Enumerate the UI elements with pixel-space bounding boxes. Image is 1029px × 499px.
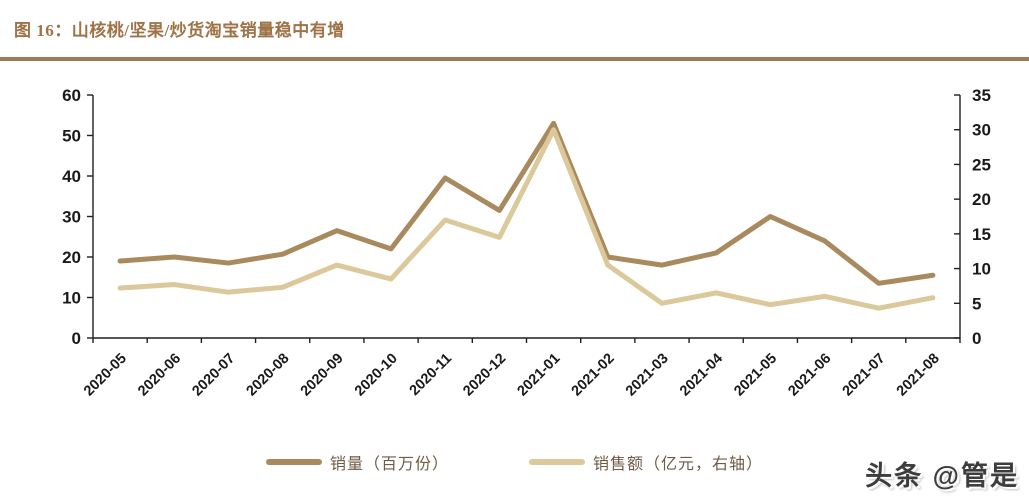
y-axis-right-label: 25 — [972, 155, 991, 174]
y-axis-right-label: 30 — [972, 121, 991, 140]
x-axis-label: 2021-08 — [894, 351, 943, 400]
y-axis-left-label: 0 — [72, 329, 81, 348]
x-axis-label: 2020-11 — [407, 351, 455, 399]
y-axis-left-label: 60 — [62, 86, 81, 105]
y-axis-right-label: 10 — [972, 260, 991, 279]
x-axis-label: 2020-06 — [135, 351, 184, 400]
x-axis-label: 2021-03 — [623, 351, 672, 400]
x-axis-label: 2021-07 — [840, 351, 889, 400]
volume-line-swatch-icon — [265, 459, 322, 465]
x-axis-label: 2021-05 — [731, 351, 780, 400]
y-axis-left-label: 50 — [62, 127, 81, 146]
y-axis-left-label: 40 — [62, 167, 81, 186]
y-axis-left-label: 30 — [62, 208, 81, 227]
x-axis-label: 2021-01 — [514, 351, 563, 400]
y-axis-right-label: 20 — [972, 190, 991, 209]
y-axis-right-label: 0 — [972, 329, 981, 348]
y-axis-right-label: 35 — [972, 86, 991, 105]
y-axis-left-label: 10 — [62, 289, 81, 308]
title-divider — [0, 57, 1029, 61]
x-axis-label: 2020-08 — [244, 351, 293, 400]
legend-item-revenue: 销售额（亿元，右轴） — [529, 450, 763, 474]
x-axis-label: 2021-04 — [677, 351, 726, 400]
watermark: 头条 @管是 — [865, 461, 1019, 491]
x-axis-label: 2020-12 — [460, 351, 509, 400]
chart-legend: 销量（百万份） 销售额（亿元，右轴） — [0, 450, 1029, 474]
y-axis-right-label: 15 — [972, 225, 991, 244]
legend-label-volume: 销量（百万份） — [329, 456, 449, 473]
volume-series-line — [117, 120, 936, 286]
legend-item-volume: 销量（百万份） — [265, 450, 449, 474]
revenue-line-swatch-icon — [529, 459, 585, 465]
line-chart: 0 10 20 30 40 50 60 0 5 10 15 20 25 30 35 2020-05 2020-0… — [62, 86, 991, 400]
legend-label-revenue: 销售额（亿元，右轴） — [593, 456, 764, 473]
figure-title: 图 16：山核桃/坚果/炒货淘宝销量稳中有增 — [14, 21, 345, 40]
x-axis-label: 2020-07 — [189, 351, 238, 400]
x-axis-label: 2021-06 — [785, 351, 834, 400]
revenue-series-line — [117, 127, 936, 311]
x-axis-label: 2020-05 — [81, 351, 130, 400]
y-axis-right-label: 5 — [972, 294, 981, 313]
x-axis-label: 2020-09 — [298, 351, 347, 400]
x-axis-label: 2021-02 — [569, 351, 618, 400]
y-axis-left-label: 20 — [62, 248, 81, 267]
x-axis-label: 2020-10 — [352, 351, 401, 400]
